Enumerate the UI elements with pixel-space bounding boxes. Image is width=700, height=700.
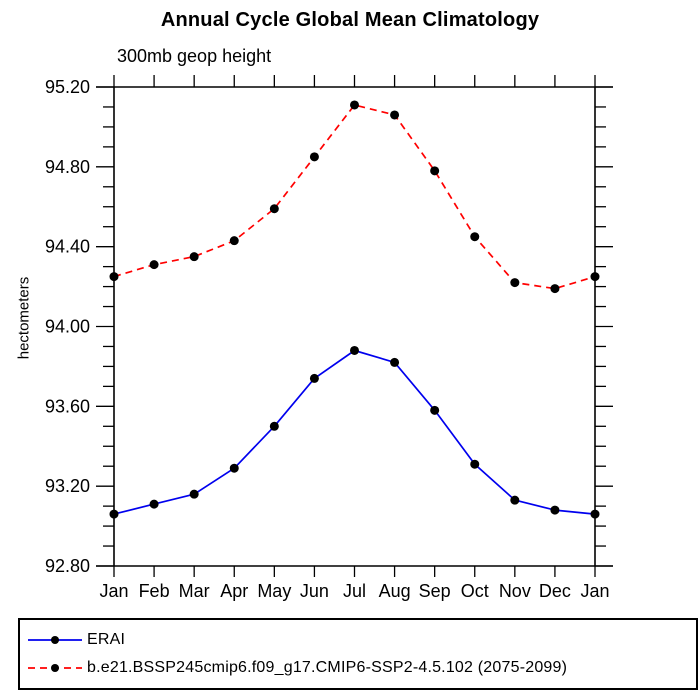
chart-title: Annual Cycle Global Mean Climatology: [160, 9, 540, 31]
data-point-marker: [390, 357, 400, 367]
legend-line-sample-erai: [28, 636, 82, 644]
x-tick-label: Jul: [343, 581, 366, 601]
chart-subtitle: 300mb geop height: [117, 46, 272, 66]
x-tick-label: Dec: [539, 581, 571, 601]
data-point-marker: [470, 459, 480, 469]
series-line-model: [113, 104, 596, 290]
plot-area: 95.20 94.80 94.40 94.00 93.60 93.20 92.80 Jan Fe…: [45, 75, 613, 601]
data-point-marker: [149, 499, 159, 509]
y-tick-label: 94.80: [45, 157, 90, 177]
data-point-marker: [149, 260, 159, 270]
data-point-marker: [510, 278, 520, 288]
data-point-marker: [189, 252, 199, 262]
x-tick-label: Aug: [379, 581, 411, 601]
data-point-marker: [269, 204, 279, 214]
y-tick-label: 92.80: [45, 556, 90, 576]
data-point-marker: [350, 100, 359, 110]
data-point-marker: [350, 345, 359, 355]
data-point-marker: [309, 152, 319, 162]
x-tick-label: Sep: [419, 581, 451, 601]
data-point-marker: [109, 272, 119, 282]
legend-label-erai: ERAI: [87, 631, 126, 648]
data-point-marker: [229, 463, 239, 473]
data-point-marker: [470, 232, 480, 242]
data-point-marker: [109, 509, 119, 519]
legend-line-sample-model: [28, 664, 82, 672]
y-tick-label: 93.20: [45, 476, 90, 496]
y-tick-label: 95.20: [45, 77, 90, 97]
data-point-marker: [229, 236, 239, 246]
data-point-marker: [550, 284, 560, 294]
x-tick-label: Jan: [99, 581, 128, 601]
legend-label-model: b.e21.BSSP245cmip6.f09_g17.CMIP6-SSP2-4.…: [87, 659, 568, 676]
x-tick-label: Mar: [179, 581, 210, 601]
y-tick-label: 94.00: [45, 317, 90, 337]
y-axis-title: hectometers: [15, 276, 33, 360]
series-line-erai: [113, 349, 596, 515]
x-tick-label: Oct: [461, 581, 489, 601]
x-tick-label: Apr: [220, 581, 248, 601]
legend-item-model: b.e21.BSSP245cmip6.f09_g17.CMIP6-SSP2-4.…: [27, 654, 696, 682]
data-point-marker: [550, 505, 560, 515]
data-point-marker: [430, 166, 440, 176]
data-point-marker: [189, 489, 199, 499]
legend-box: ERAI b.e21.BSSP245cmip6.f09_g17.CMIP6-SS…: [18, 618, 698, 690]
x-tick-label: Nov: [499, 581, 531, 601]
y-tick-label: 94.40: [45, 237, 90, 257]
data-point-marker: [590, 509, 600, 519]
data-point-marker: [510, 495, 520, 505]
x-tick-label: Jun: [300, 581, 329, 601]
data-point-marker: [269, 421, 279, 431]
x-tick-label: Feb: [139, 581, 170, 601]
x-tick-label: May: [257, 581, 291, 601]
data-point-marker: [309, 373, 319, 383]
y-tick-label: 93.60: [45, 396, 90, 416]
data-point-marker: [390, 110, 400, 120]
legend-item-erai: ERAI: [27, 626, 696, 654]
x-tick-label: Jan: [580, 581, 609, 601]
legend-sample-marker: [51, 664, 59, 672]
data-point-marker: [430, 405, 440, 415]
data-point-marker: [590, 272, 600, 282]
legend-sample-marker: [51, 636, 59, 644]
